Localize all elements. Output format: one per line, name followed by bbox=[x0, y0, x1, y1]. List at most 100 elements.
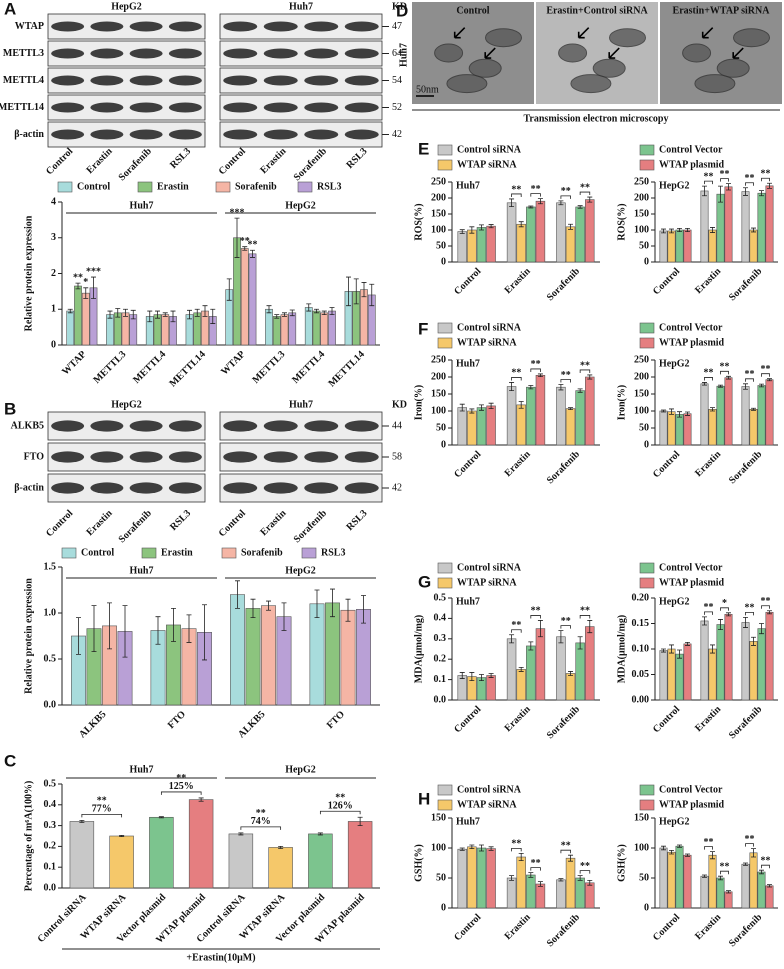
error-bar bbox=[702, 382, 708, 386]
bar bbox=[149, 816, 174, 889]
bar bbox=[113, 312, 122, 346]
blot-band bbox=[344, 420, 379, 432]
bar bbox=[69, 821, 95, 889]
blot-row-label: FTO bbox=[24, 451, 45, 462]
legend-label: Control Vector bbox=[659, 784, 723, 795]
lane-label: RSL3 bbox=[344, 508, 369, 533]
y-tick-label: 0.2 bbox=[44, 841, 57, 852]
significance-bracket bbox=[579, 191, 591, 196]
error-bar bbox=[198, 797, 204, 802]
bar bbox=[565, 673, 576, 701]
tem-caption: Transmission electron microscopy bbox=[524, 113, 669, 124]
mitochondrion bbox=[592, 58, 626, 78]
error-bar bbox=[155, 616, 161, 645]
y-tick-label: 0.5 bbox=[44, 653, 57, 664]
blot-band bbox=[168, 48, 202, 59]
blot-row-label: WTAP bbox=[15, 21, 44, 32]
cell-line-label: Huh7 bbox=[398, 43, 409, 67]
blot-band bbox=[168, 75, 202, 86]
bar bbox=[467, 229, 477, 263]
blot-band bbox=[304, 75, 339, 86]
significance-bracket bbox=[319, 810, 361, 815]
bar bbox=[516, 223, 526, 263]
significance-mark: ** bbox=[745, 173, 755, 184]
significance-mark: ** bbox=[531, 359, 541, 370]
significance-bracket bbox=[761, 605, 770, 609]
significance-bracket bbox=[720, 178, 729, 182]
bar bbox=[457, 848, 467, 909]
blot-band bbox=[223, 75, 258, 86]
error-bar bbox=[684, 641, 690, 646]
error-bar bbox=[186, 614, 192, 643]
bar bbox=[716, 385, 725, 446]
error-bar bbox=[676, 649, 682, 659]
blot-band bbox=[129, 129, 163, 140]
error-bar bbox=[130, 309, 136, 320]
blot-band bbox=[263, 482, 298, 494]
significance-mark: ** bbox=[704, 171, 714, 182]
significance-mark: ** bbox=[240, 236, 250, 247]
x-tick-label: WTAP bbox=[219, 349, 247, 377]
bar bbox=[506, 877, 517, 909]
error-bar bbox=[684, 228, 690, 232]
legend-label: Control bbox=[77, 181, 110, 192]
bar bbox=[193, 312, 202, 346]
bar bbox=[741, 386, 750, 446]
bar bbox=[749, 641, 758, 701]
blot-band bbox=[51, 75, 85, 86]
y-tick-label: 100 bbox=[634, 224, 649, 235]
blot-band bbox=[90, 21, 124, 32]
error-bar bbox=[766, 378, 772, 382]
bar bbox=[667, 230, 676, 263]
significance-mark: ** bbox=[580, 861, 590, 872]
blot-band bbox=[51, 129, 85, 140]
error-bar bbox=[743, 616, 749, 628]
group-label: HepG2 bbox=[285, 764, 316, 775]
error-bar bbox=[361, 282, 367, 298]
significance-mark: ** bbox=[256, 808, 266, 819]
legend-swatch bbox=[437, 784, 453, 796]
significance-mark: ** bbox=[704, 837, 714, 848]
bracket-label: 125% bbox=[169, 781, 194, 792]
mitochondrion bbox=[485, 28, 522, 48]
y-axis-label: Iron(%) bbox=[616, 385, 627, 420]
x-tick-label: Control bbox=[651, 704, 682, 735]
bar bbox=[506, 202, 517, 263]
significance-bracket bbox=[511, 848, 522, 852]
error-bar bbox=[313, 308, 319, 314]
legend-label: Control Vector bbox=[659, 322, 723, 333]
error-bar bbox=[469, 226, 475, 234]
blot-band bbox=[168, 129, 202, 140]
bar bbox=[467, 846, 477, 909]
bar bbox=[741, 622, 750, 701]
legend-label: Control siRNA bbox=[457, 322, 522, 333]
significance-mark: ** bbox=[745, 834, 755, 845]
error-bar bbox=[725, 890, 731, 894]
kd-value: 52 bbox=[392, 102, 402, 113]
blot-row-label: β-actin bbox=[14, 482, 44, 493]
error-bar bbox=[518, 221, 524, 228]
bar bbox=[308, 833, 333, 889]
bar bbox=[121, 312, 130, 346]
bar bbox=[535, 628, 546, 701]
arrow bbox=[453, 27, 466, 39]
x-tick-label: FTO bbox=[166, 709, 188, 731]
bar bbox=[667, 411, 676, 446]
error-bar bbox=[509, 634, 515, 644]
error-bar bbox=[170, 608, 176, 642]
bar bbox=[675, 845, 684, 909]
bar bbox=[325, 602, 340, 706]
y-tick-label: 200 bbox=[634, 192, 649, 203]
error-bar bbox=[75, 617, 81, 655]
blot-band bbox=[304, 129, 339, 140]
error-bar bbox=[758, 383, 764, 388]
error-bar bbox=[154, 310, 160, 319]
significance-mark: ** bbox=[248, 240, 258, 251]
legend-label: Control siRNA bbox=[457, 562, 522, 573]
bar bbox=[312, 310, 321, 346]
error-bar bbox=[710, 407, 716, 412]
significance-bracket bbox=[530, 368, 541, 372]
blot-band bbox=[304, 21, 339, 32]
